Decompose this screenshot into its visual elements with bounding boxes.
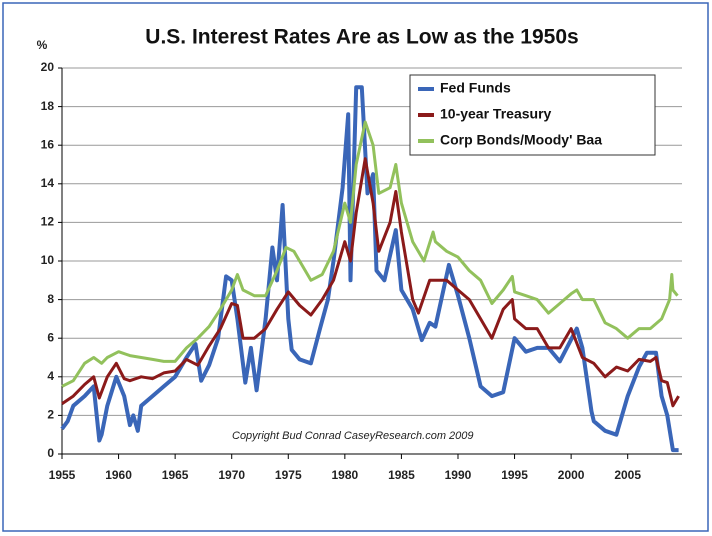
x-tick-label: 1995 — [501, 468, 528, 482]
y-tick-label: 4 — [47, 369, 54, 383]
legend-label: Corp Bonds/Moody' Baa — [440, 132, 602, 148]
x-tick-label: 2000 — [558, 468, 585, 482]
x-tick-label: 1990 — [445, 468, 472, 482]
x-tick-label: 1975 — [275, 468, 302, 482]
series-line — [60, 85, 679, 453]
annotation: Copyright Bud Conrad CaseyResearch.com 2… — [232, 430, 474, 442]
x-tick-label: 1965 — [162, 468, 189, 482]
y-tick-label: 6 — [47, 330, 54, 344]
x-tick-label: 1955 — [49, 468, 76, 482]
x-tick-label: 2005 — [614, 468, 641, 482]
legend-label: 10-year Treasury — [440, 106, 552, 122]
y-tick-label: 12 — [41, 215, 55, 229]
y-tick-label: 8 — [47, 292, 54, 306]
y-tick-label: 16 — [41, 137, 55, 151]
legend-box — [409, 74, 656, 156]
legend-label: Fed Funds — [440, 80, 511, 96]
x-tick-label: 1985 — [388, 468, 415, 482]
y-tick-label: 0 — [47, 446, 54, 460]
series-line — [61, 157, 680, 408]
series-line — [61, 120, 679, 388]
y-tick-label: 2 — [47, 408, 54, 422]
y-tick-label: 10 — [41, 253, 55, 267]
y-tick-label: 20 — [41, 60, 55, 74]
x-tick-label: 1960 — [105, 468, 132, 482]
chart-title: U.S. Interest Rates Are as Low as the 19… — [145, 26, 578, 49]
y-tick-label: 14 — [41, 176, 55, 190]
y-axis-label: % — [37, 38, 48, 52]
y-tick-label: 18 — [41, 99, 55, 113]
legend: Fed Funds 10-year Treasury Corp Bonds/Mood… — [409, 74, 656, 156]
x-tick-label: 1970 — [218, 468, 245, 482]
x-tick-label: 1980 — [331, 468, 358, 482]
